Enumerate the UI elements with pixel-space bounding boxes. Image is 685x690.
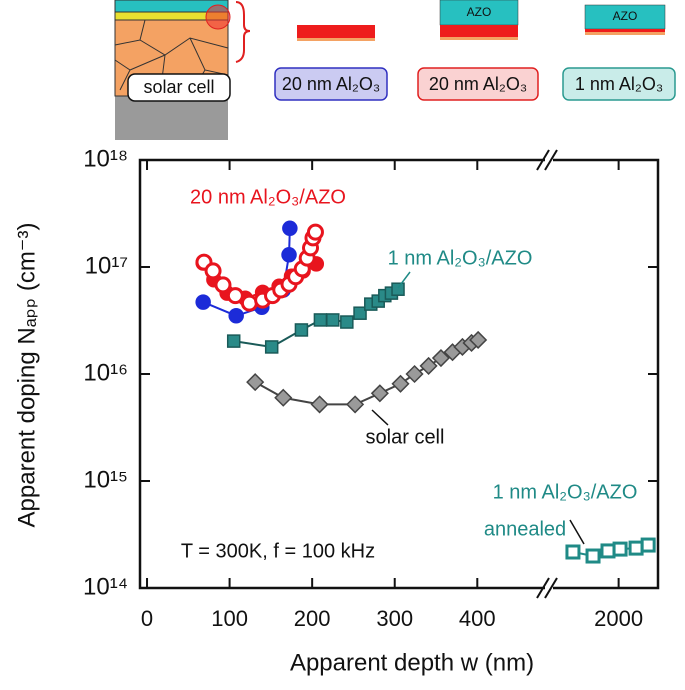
data-point [195,294,211,310]
layer-absorber [297,38,375,41]
label-box [417,67,539,101]
y-axis-label: Apparent doping Nₐₚₚ (cm⁻³) [13,223,40,528]
data-point [628,540,644,556]
y-tick-label: 10¹⁵ [83,466,128,493]
label: 20 nm Al₂O₃ [282,74,380,94]
layer-azo [439,0,519,26]
layer-al2o3 [585,29,665,32]
annotation: 20 nm Al₂O₃/AZO [190,186,346,208]
data-point [419,356,438,375]
data-point [228,308,244,324]
layer-al2o3 [297,25,375,38]
data-point [281,247,297,263]
data-point [226,334,241,348]
data-point [246,373,265,392]
frame [138,158,660,590]
y-tick-label: 10¹⁶ [83,359,128,386]
data-point [565,544,581,560]
plot: Apparent depth w (nm) Apparent doping Nₐ… [13,145,660,676]
layer-absorber [440,37,518,40]
data-point [313,313,328,327]
data-point [326,313,340,327]
data-point [405,364,424,384]
annotation: 1 nm Al₂O₃/AZO [388,247,533,269]
x-tick-label: 0 [141,606,153,631]
x-tick-label: 2000 [594,606,643,631]
y-tick-label: 10¹⁸ [83,145,128,172]
layer-al2o3 [440,25,518,37]
axis-break [536,149,558,599]
data-point [469,330,488,350]
y-tick-label: 10¹⁴ [83,573,128,600]
layer-azo [584,4,666,30]
data-point [282,220,298,237]
data-point [612,541,628,557]
data-point [585,548,601,564]
data-point [310,395,329,414]
annotation: T = 300K, f = 100 kHz [181,540,375,562]
data-point [340,315,354,329]
data-point [353,306,367,320]
x-axis-label: Apparent depth w (nm) [290,649,534,676]
label-box [274,67,388,101]
leader-line [371,409,389,426]
x-tick-label: 200 [294,606,331,631]
data-point [274,388,293,407]
data-point [431,348,451,368]
label: 20 nm Al₂O₃ [429,74,527,94]
data-point [346,395,365,414]
y-tick-label: 10¹⁷ [85,252,128,279]
data-point [640,537,656,553]
data-point [294,323,309,337]
data-point [204,262,222,280]
data-point [264,340,279,354]
layer-absorber [585,32,665,35]
data-point [391,282,405,296]
annotation: annealed [484,518,566,540]
x-tick-label: 100 [211,606,248,631]
data-point [214,276,232,294]
substrate [115,95,228,140]
layer-label: AZO [613,9,638,23]
schematic: AZO AZO solar cell 20 nm Al₂O₃ 20 nm Al₂… [114,0,676,140]
x-tick-label: 300 [376,606,413,631]
x-tick-label: 400 [459,606,496,631]
leader-line [569,519,585,545]
data-point [600,543,616,559]
layer-label: AZO [467,5,492,19]
label: solar cell [143,77,214,97]
bracket [235,1,251,63]
label: 1 nm Al₂O₃ [575,74,663,94]
zoom-circle [205,4,231,30]
leader-line [397,271,411,289]
annotation: 1 nm Al₂O₃/AZO [493,481,638,503]
data-point [391,374,410,393]
data-point [370,384,389,403]
label-box [127,73,231,102]
data-point [226,287,244,305]
annotation: solar cell [366,426,445,448]
label-box [562,67,676,101]
data-point [306,223,324,241]
data-point [240,294,258,312]
